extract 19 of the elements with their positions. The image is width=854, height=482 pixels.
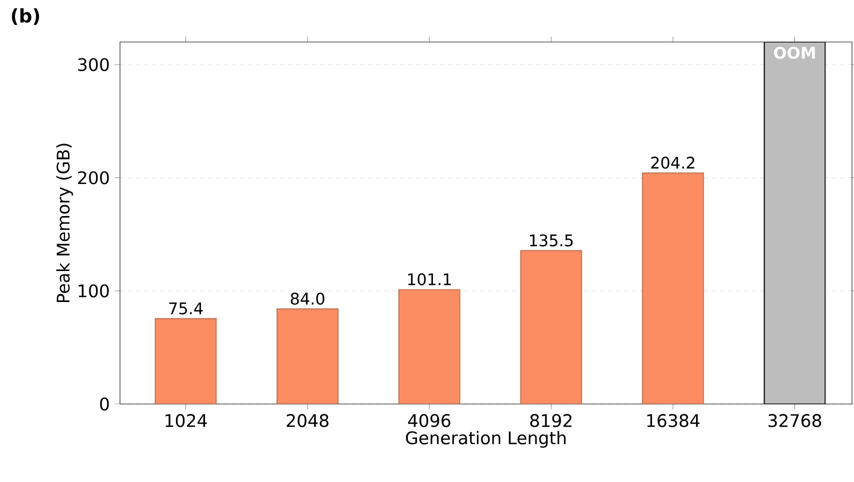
data-label: OOM bbox=[774, 46, 815, 59]
data-label: 135.5 bbox=[530, 234, 573, 246]
x-tick-label: 2048 bbox=[286, 414, 328, 428]
x-tick-label: 1024 bbox=[166, 414, 207, 428]
y-tick-label: 200 bbox=[78, 171, 109, 184]
y-tick-label: 300 bbox=[78, 58, 109, 72]
data-label: 101.1 bbox=[408, 273, 451, 286]
x-tick-label: 4096 bbox=[408, 414, 450, 428]
y-tick-label: 100 bbox=[78, 284, 109, 298]
x-axis-title: Generation Length bbox=[406, 430, 566, 448]
chart-title: (b) bbox=[12, 8, 40, 25]
data-label: 75.4 bbox=[169, 302, 203, 314]
x-tick-label: 16384 bbox=[647, 414, 700, 428]
x-tick-label: 8192 bbox=[530, 414, 572, 428]
data-label: 84.0 bbox=[290, 292, 324, 305]
y-tick-label: 0 bbox=[100, 397, 109, 411]
data-label: 204.2 bbox=[651, 156, 694, 169]
x-tick-label: 32768 bbox=[768, 414, 822, 428]
y-axis-title: Peak Memory (GB) bbox=[56, 144, 74, 302]
